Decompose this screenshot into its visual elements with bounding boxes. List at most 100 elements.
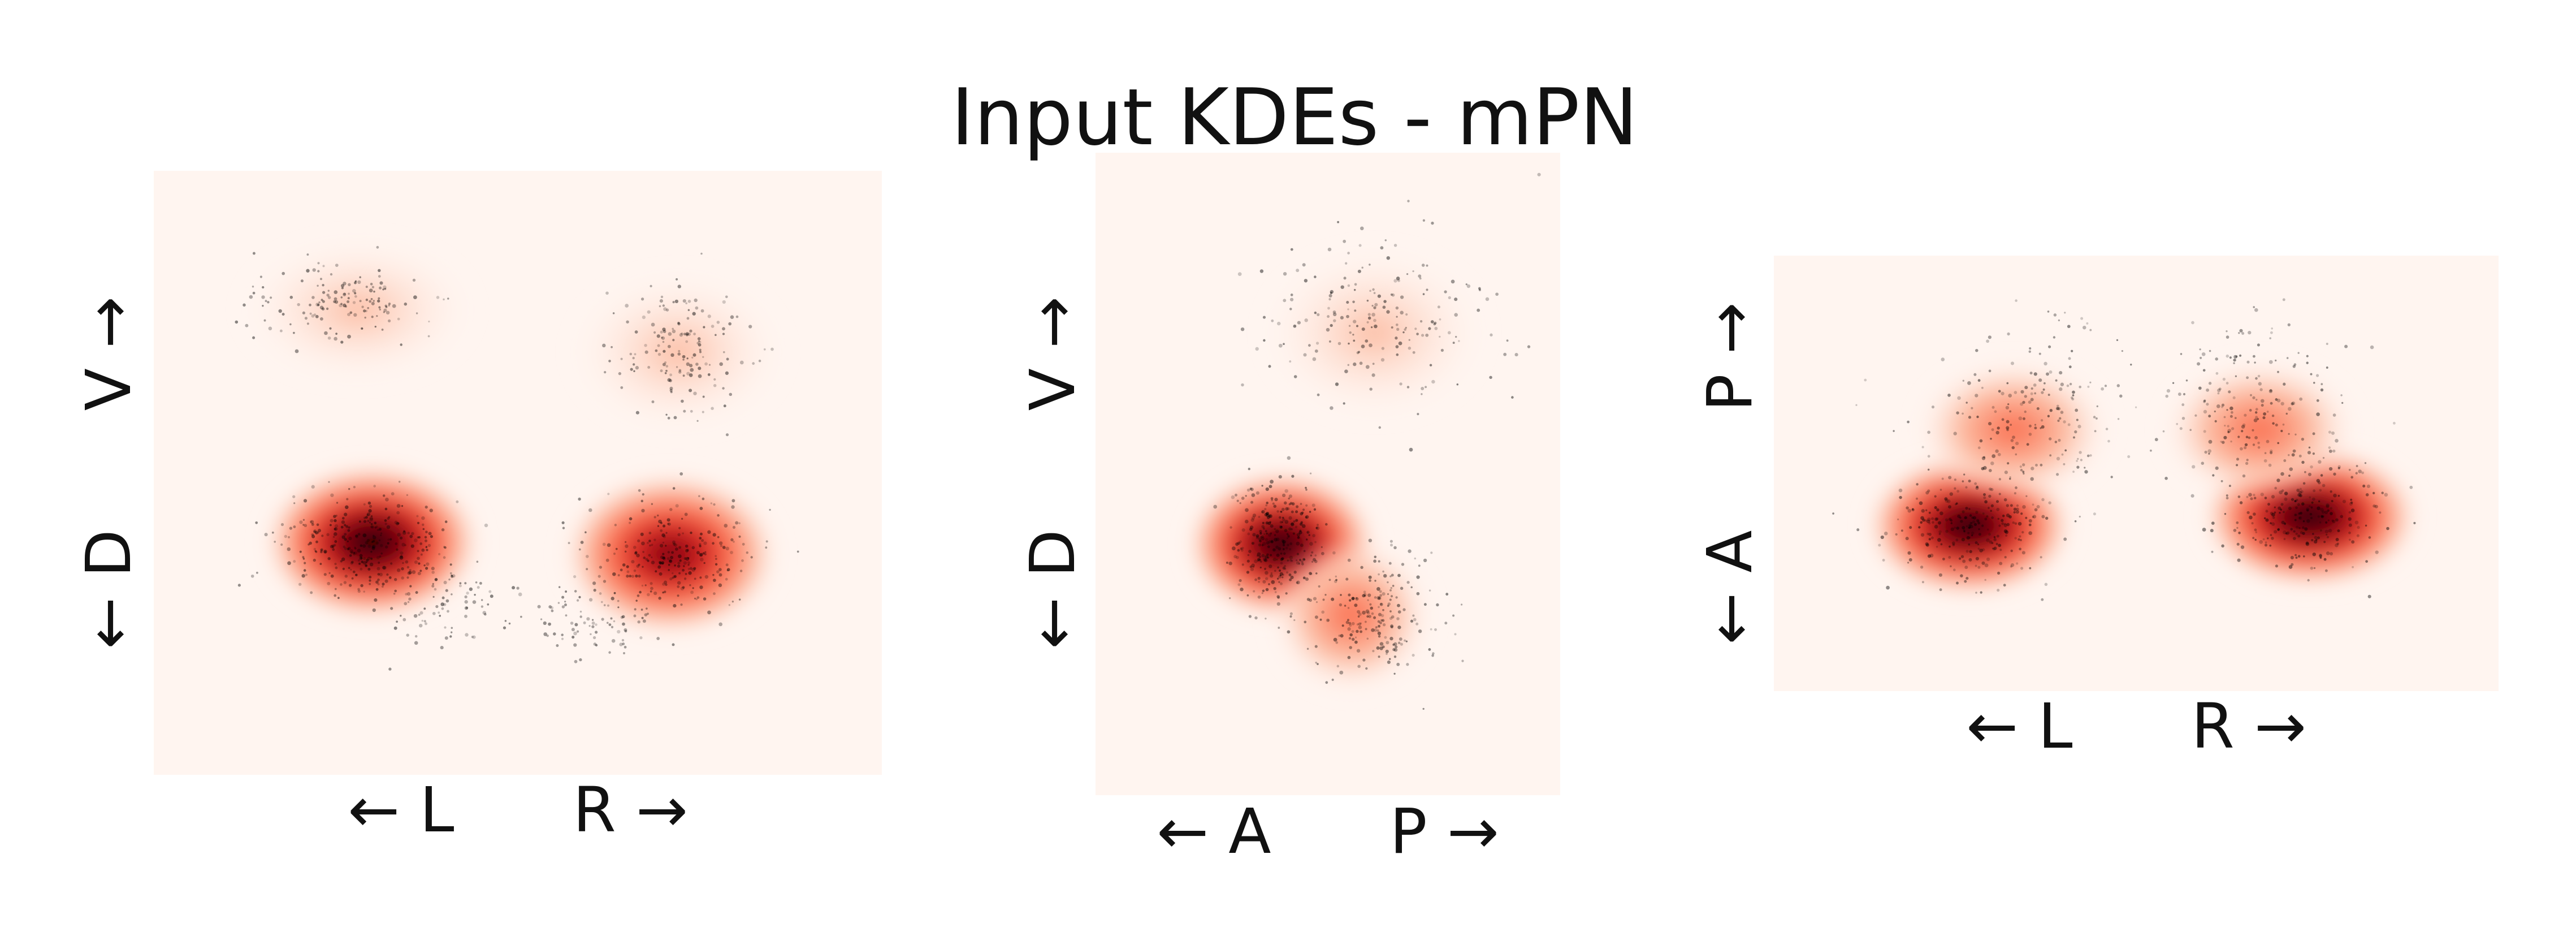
- sample-point: [665, 413, 668, 416]
- sample-point: [647, 310, 651, 314]
- sample-point: [1925, 542, 1929, 546]
- sample-point: [2274, 486, 2278, 490]
- sample-point: [1988, 507, 1990, 509]
- sample-point: [1257, 576, 1261, 580]
- sample-point: [1284, 501, 1287, 505]
- sample-point: [2335, 439, 2339, 443]
- sample-point: [712, 533, 716, 537]
- sample-point: [660, 330, 663, 334]
- sample-point: [2093, 512, 2096, 516]
- sample-point: [1306, 530, 1310, 534]
- sample-point: [1950, 519, 1953, 522]
- sample-point: [2259, 540, 2263, 544]
- sample-point: [663, 307, 667, 311]
- sample-point: [1922, 518, 1925, 522]
- sample-point: [1358, 612, 1362, 616]
- sample-point: [2230, 441, 2232, 443]
- sample-point: [702, 395, 705, 398]
- sample-point: [1356, 325, 1358, 327]
- sample-point: [648, 532, 652, 534]
- sample-point: [315, 314, 319, 318]
- sample-point: [664, 372, 667, 374]
- sample-point: [715, 334, 717, 337]
- sample-point: [1250, 518, 1254, 522]
- sample-point: [1939, 588, 1942, 592]
- sample-point: [686, 549, 689, 552]
- sample-point: [2074, 430, 2077, 434]
- sample-point: [2033, 372, 2037, 376]
- sample-point: [431, 584, 435, 588]
- sample-point: [1279, 525, 1282, 528]
- sample-point: [2032, 515, 2037, 519]
- sample-point: [1358, 625, 1362, 629]
- sample-point: [2291, 402, 2294, 406]
- sample-point: [271, 531, 274, 534]
- sample-point: [2016, 562, 2019, 565]
- sample-point: [1276, 553, 1280, 557]
- sample-point: [469, 587, 473, 591]
- sample-point: [2260, 493, 2264, 497]
- sample-point: [2299, 494, 2302, 498]
- sample-point: [1365, 609, 1370, 614]
- sample-point: [2024, 386, 2028, 390]
- sample-point: [663, 350, 666, 353]
- sample-point: [2337, 465, 2341, 469]
- sample-point: [2241, 430, 2244, 433]
- sample-point: [2288, 474, 2291, 477]
- sample-point: [2280, 503, 2284, 506]
- sample-point: [319, 305, 324, 310]
- sample-point: [2298, 512, 2301, 515]
- sample-point: [303, 499, 308, 503]
- sample-point: [702, 411, 704, 413]
- sample-point: [441, 607, 444, 610]
- sample-point: [520, 615, 522, 618]
- sample-point: [591, 619, 594, 621]
- sample-point: [2203, 409, 2207, 414]
- sample-point: [674, 547, 678, 551]
- sample-point: [1406, 273, 1409, 275]
- sample-point: [695, 363, 699, 366]
- sample-point: [348, 546, 351, 550]
- sample-point: [459, 582, 462, 585]
- sample-point: [678, 554, 682, 558]
- sample-point: [602, 343, 606, 348]
- sample-point: [2362, 484, 2366, 488]
- sample-point: [613, 553, 616, 555]
- sample-point: [2066, 384, 2070, 387]
- sample-point: [612, 572, 616, 576]
- sample-point: [2308, 446, 2311, 449]
- sample-point: [1314, 275, 1317, 278]
- sample-point: [2202, 528, 2206, 532]
- sample-point: [1397, 610, 1401, 614]
- sample-point: [1296, 580, 1300, 585]
- sample-point: [2208, 382, 2212, 385]
- sample-point: [1379, 646, 1383, 650]
- sample-point: [1335, 382, 1339, 386]
- sample-point: [315, 540, 318, 543]
- sample-point: [2041, 498, 2045, 502]
- sample-point: [2241, 425, 2245, 429]
- sample-point: [330, 519, 334, 523]
- sample-point: [1264, 568, 1266, 571]
- sample-point: [1907, 551, 1911, 555]
- sample-point: [2224, 513, 2227, 515]
- sample-point: [674, 575, 677, 578]
- sample-point: [2294, 500, 2297, 502]
- sample-point: [588, 508, 592, 512]
- sample-point: [1226, 562, 1228, 564]
- sample-point: [1965, 486, 1968, 489]
- panel-frontal-background: [154, 171, 882, 775]
- sample-point: [1996, 534, 1999, 538]
- sample-point: [1360, 226, 1364, 231]
- sample-point: [2324, 569, 2328, 572]
- sample-point: [758, 359, 761, 363]
- sample-point: [2040, 556, 2042, 559]
- sample-point: [1963, 473, 1965, 476]
- sample-point: [369, 521, 371, 524]
- sample-point: [1259, 532, 1262, 535]
- sample-point: [1268, 485, 1272, 489]
- sample-point: [1245, 508, 1249, 512]
- sample-point: [2284, 497, 2288, 501]
- sample-point: [384, 507, 388, 511]
- sample-point: [345, 525, 349, 528]
